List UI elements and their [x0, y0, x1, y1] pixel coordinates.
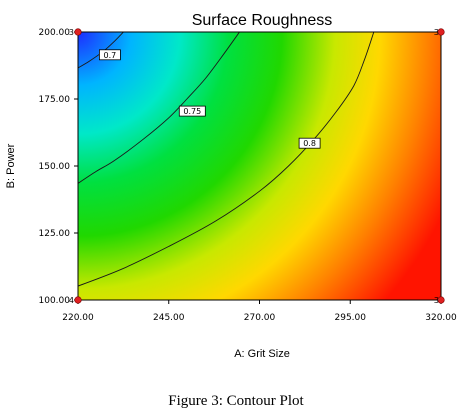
- y-tick-label: 100.00: [39, 296, 71, 306]
- chart-title: Surface Roughness: [192, 12, 333, 29]
- y-tick-label: 200.00: [39, 28, 71, 38]
- design-point: [437, 296, 445, 304]
- design-point-count: 4: [69, 296, 74, 305]
- x-axis: 220.00 245.00 270.00 295.00 320.00: [62, 300, 457, 323]
- x-tick-label: 270.00: [244, 313, 276, 323]
- response-surface: [78, 32, 441, 300]
- contour-label-0: 0.7: [104, 51, 117, 60]
- x-tick-label: 245.00: [153, 313, 185, 323]
- design-point: [437, 28, 445, 36]
- contour-line-1: [78, 32, 240, 184]
- design-point: [74, 296, 82, 304]
- x-tick-label: 295.00: [335, 313, 367, 323]
- contour-label-box-2: [298, 137, 321, 149]
- contour-line-2: [78, 32, 375, 287]
- figure-caption: Figure 3: Contour Plot: [168, 393, 304, 409]
- design-point-count: 3: [69, 28, 74, 37]
- y-axis: 100.00 125.00 150.00 175.00 200.00: [39, 28, 78, 306]
- x-axis-title: A: Grit Size: [234, 348, 290, 360]
- x-tick-label: 220.00: [62, 313, 94, 323]
- contour-labels: 0.7 0.75 0.8: [99, 49, 321, 149]
- y-tick-label: 150.00: [39, 162, 71, 172]
- contour-label-box-0: [99, 49, 121, 61]
- y-tick-label: 125.00: [39, 229, 71, 239]
- x-tick-label: 320.00: [425, 313, 457, 323]
- contour-label-2: 0.8: [303, 139, 316, 148]
- design-point: [74, 28, 82, 36]
- y-axis-title: B: Power: [5, 143, 17, 188]
- design-point-count: 3: [434, 296, 439, 305]
- design-points: 3 3 4 3: [69, 28, 445, 305]
- contour-label-1: 0.75: [183, 107, 201, 116]
- contour-label-box-1: [178, 105, 206, 117]
- y-tick-label: 175.00: [39, 95, 71, 105]
- design-point-count: 3: [434, 28, 439, 37]
